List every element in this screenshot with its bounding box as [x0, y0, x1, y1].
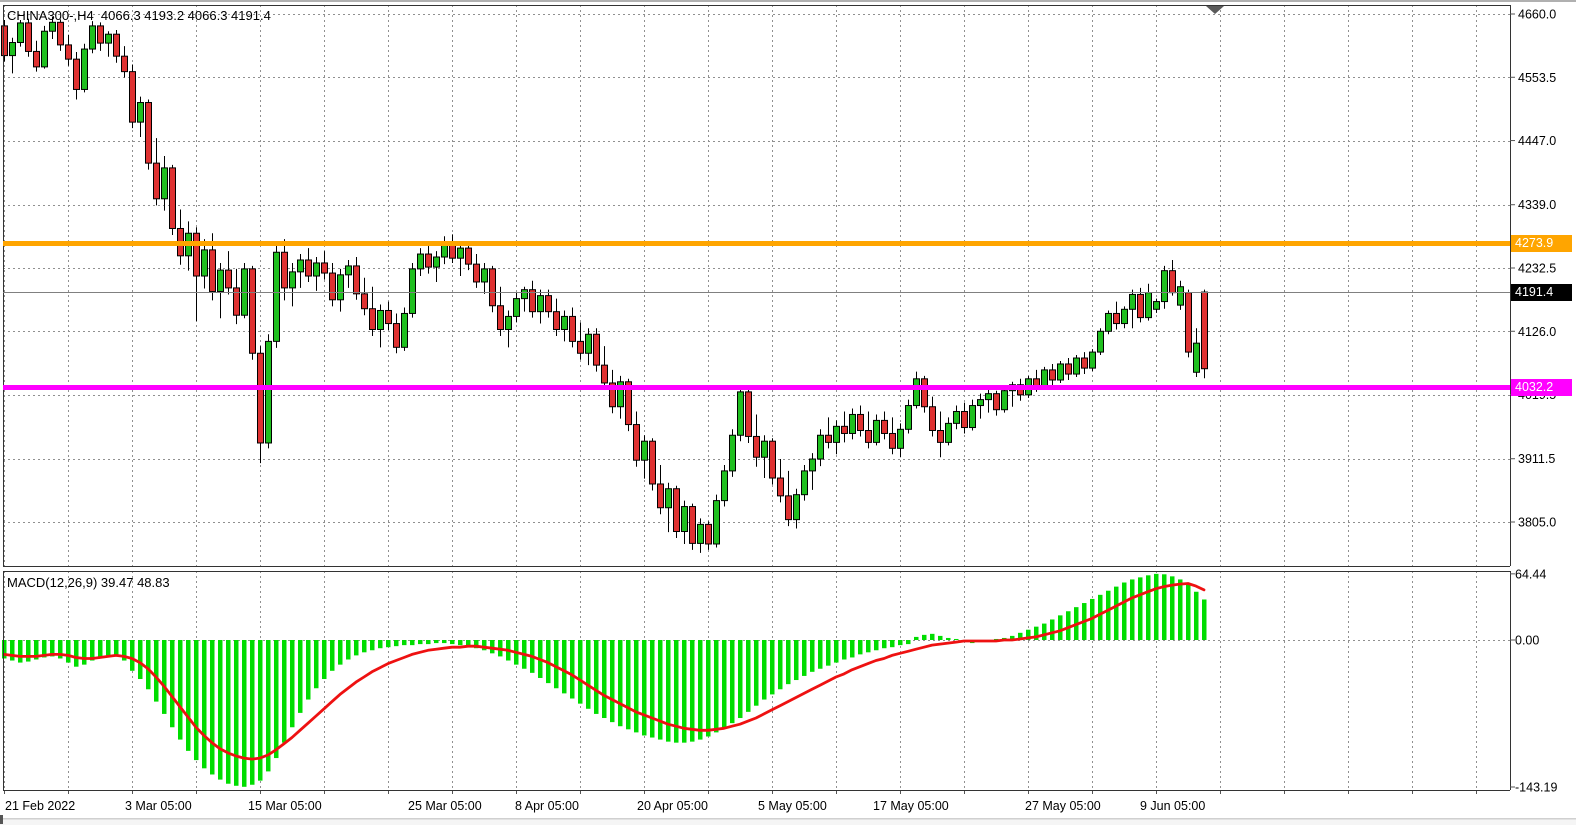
pane-borders — [3, 5, 1511, 791]
svg-text:4232.5: 4232.5 — [1518, 262, 1556, 276]
svg-text:0.00: 0.00 — [1515, 634, 1539, 648]
price-axis[interactable]: 4660.04553.54447.04339.04232.54126.04019… — [1510, 8, 1557, 795]
macd-indicator-label: MACD(12,26,9) 39.47 48.83 — [7, 575, 170, 590]
current-price-badge: 4191.4 — [1511, 283, 1572, 301]
svg-text:5 May 05:00: 5 May 05:00 — [758, 799, 827, 813]
svg-text:4126.0: 4126.0 — [1518, 325, 1556, 339]
svg-text:3911.5: 3911.5 — [1518, 452, 1555, 466]
macd-signal-line — [2, 582, 1206, 761]
svg-text:9 Jun 05:00: 9 Jun 05:00 — [1140, 799, 1205, 813]
time-axis[interactable]: 21 Feb 2022 3 Mar 05:00 15 Mar 05:00 25 Mar… — [5, 799, 1205, 813]
svg-text:4447.0: 4447.0 — [1518, 134, 1556, 148]
bottom-separator — [0, 818, 1576, 820]
resistance-price-badge: 4273.9 — [1511, 234, 1572, 252]
svg-text:4553.5: 4553.5 — [1518, 71, 1556, 85]
svg-text:20 Apr 05:00: 20 Apr 05:00 — [637, 799, 708, 813]
svg-text:21 Feb 2022: 21 Feb 2022 — [5, 799, 75, 813]
svg-text:3 Mar 05:00: 3 Mar 05:00 — [125, 799, 192, 813]
svg-text:17 May 05:00: 17 May 05:00 — [873, 799, 949, 813]
svg-text:4660.0: 4660.0 — [1518, 8, 1556, 22]
svg-text:25 Mar 05:00: 25 Mar 05:00 — [408, 799, 482, 813]
chart-shift-triangle-icon[interactable] — [1206, 6, 1224, 14]
current-price-line — [3, 291, 1510, 293]
scroll-nub[interactable] — [0, 815, 3, 824]
support-price-badge: 4032.2 — [1511, 378, 1572, 396]
svg-text:27 May 05:00: 27 May 05:00 — [1025, 799, 1101, 813]
macd-histogram — [2, 573, 1207, 787]
chart-title: CHINA300-,H4 4066.3 4193.2 4066.3 4191.4 — [7, 8, 271, 23]
svg-text:-143.19: -143.19 — [1515, 780, 1557, 794]
resistance-level-line[interactable] — [3, 240, 1510, 246]
svg-text:64.44: 64.44 — [1515, 567, 1546, 581]
window-top-edge — [0, 0, 1576, 2]
svg-text:15 Mar 05:00: 15 Mar 05:00 — [248, 799, 322, 813]
svg-text:8 Apr 05:00: 8 Apr 05:00 — [515, 799, 579, 813]
support-level-line[interactable] — [3, 384, 1510, 390]
svg-text:4339.0: 4339.0 — [1518, 198, 1556, 212]
svg-text:3805.0: 3805.0 — [1518, 516, 1556, 530]
